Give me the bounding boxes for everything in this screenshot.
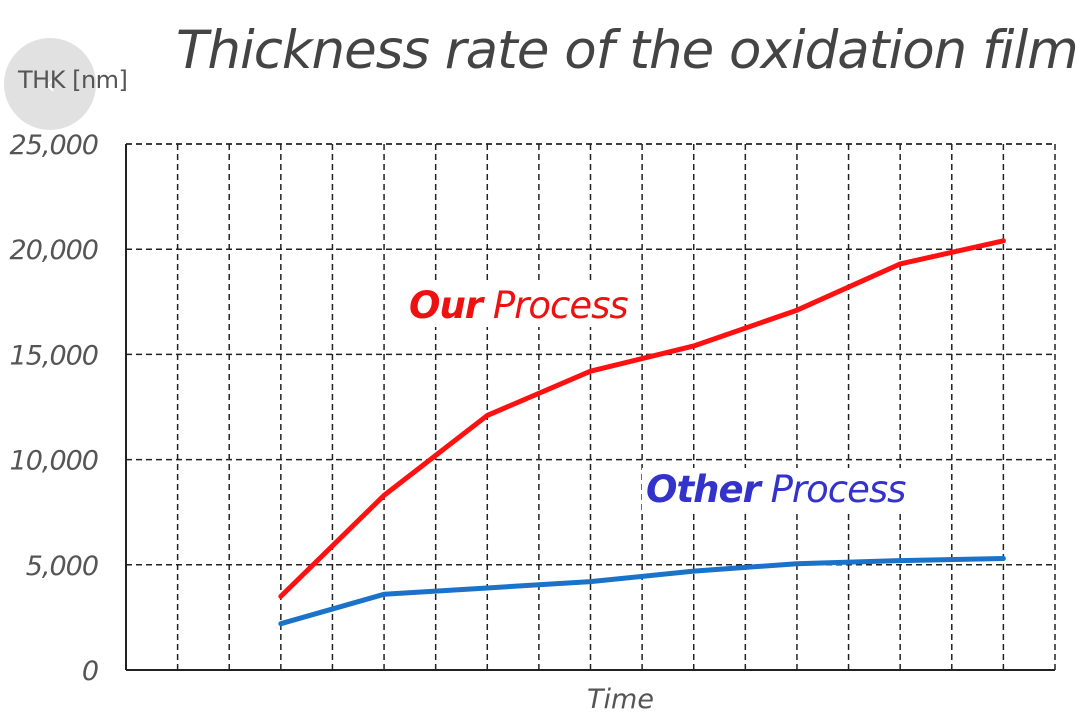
our-process-bold: Our — [409, 284, 483, 327]
chart-title: Thickness rate of the oxidation film — [176, 20, 1076, 81]
series-line-1 — [278, 238, 1006, 599]
y-axis-label: THK [nm] — [18, 66, 128, 94]
other-process-text: Process — [770, 468, 907, 511]
x-axis-label: Time — [587, 684, 654, 715]
our-process-annotation: Our Process — [405, 284, 632, 327]
y-tick-label: 5,000 — [26, 551, 98, 582]
series-line-2 — [278, 555, 1006, 627]
other-process-bold: Other — [646, 468, 761, 511]
back-button[interactable]: ‹ — [4, 38, 96, 130]
y-tick-label: 20,000 — [10, 235, 98, 266]
chevron-left-icon: ‹ — [44, 66, 56, 102]
y-tick-label: 25,000 — [10, 130, 98, 161]
other-process-annotation: Other Process — [642, 468, 910, 511]
y-tick-label: 10,000 — [10, 446, 98, 477]
y-tick-label: 15,000 — [10, 340, 98, 371]
y-tick-label: 0 — [82, 656, 98, 687]
our-process-text: Process — [492, 284, 629, 327]
